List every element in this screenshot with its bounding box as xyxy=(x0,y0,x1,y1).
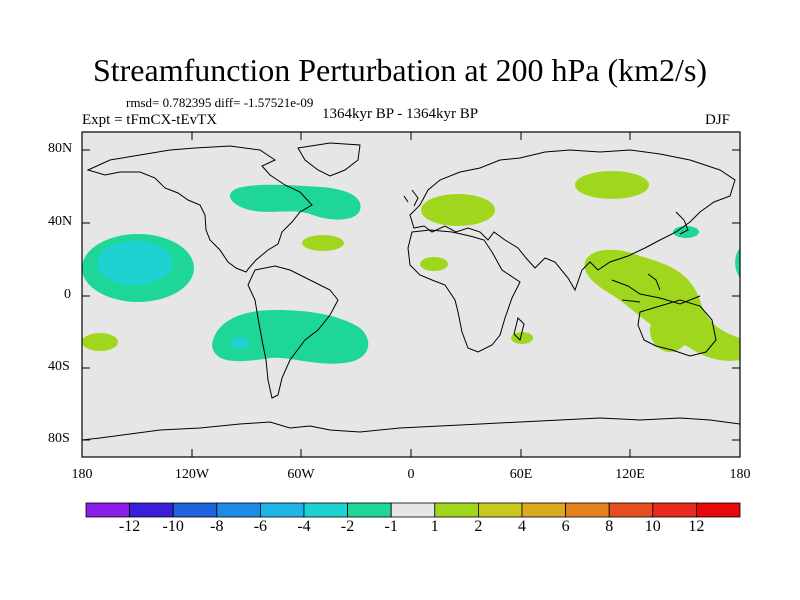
colorbar-box xyxy=(216,502,261,518)
y-tick-label: 0 xyxy=(64,287,71,302)
colorbar-label: -4 xyxy=(297,518,311,535)
colorbar-box xyxy=(172,502,218,518)
season-label: DJF xyxy=(705,112,731,128)
contour-region xyxy=(735,248,740,278)
contour-region xyxy=(231,337,249,349)
colorbar-box xyxy=(303,502,348,518)
coastline-uk xyxy=(403,189,419,207)
y-tick-label: 40N xyxy=(48,214,73,229)
colorbar-box xyxy=(477,502,523,518)
coastline-eurasia xyxy=(409,149,736,292)
colorbar-label: -1 xyxy=(384,518,398,535)
negative-contours xyxy=(82,184,740,364)
coastline-south-america xyxy=(247,265,339,399)
coastline-madagascar xyxy=(513,317,525,341)
colorbar-box xyxy=(434,502,479,518)
y-tick-label: 40S xyxy=(48,359,70,374)
colorbar-box xyxy=(85,502,130,518)
colorbar xyxy=(85,502,741,518)
colorbar-label: 4 xyxy=(518,518,526,535)
period-label: 1364kyr BP - 1364kyr BP xyxy=(322,106,479,122)
contour-region xyxy=(212,310,369,364)
colorbar-box xyxy=(129,502,174,518)
colorbar-box xyxy=(521,502,566,518)
colorbar-label: -2 xyxy=(340,518,355,535)
colorbar-box xyxy=(652,502,697,518)
stats-label: rmsd= 0.782395 diff= -1.57521e-09 xyxy=(126,95,314,110)
contour-region xyxy=(229,184,361,220)
coastline-antarctica xyxy=(81,417,741,441)
colorbar-label: 2 xyxy=(474,518,483,535)
colorbar-label: 8 xyxy=(605,518,614,535)
contour-region xyxy=(97,241,173,285)
x-tick-label: 60E xyxy=(509,467,533,482)
experiment-label: Expt = tFmCX-tEvTX xyxy=(82,112,218,128)
contour-region xyxy=(82,333,118,351)
colorbar-box xyxy=(259,502,305,518)
x-tick-label: 180 xyxy=(71,467,93,482)
contour-region xyxy=(421,194,495,226)
colorbar-box xyxy=(608,502,654,518)
coastlines xyxy=(81,142,741,441)
colorbar-label: -8 xyxy=(210,518,224,535)
y-tick-label: 80N xyxy=(48,141,73,156)
colorbar-box xyxy=(390,502,436,518)
coastline-australia xyxy=(637,299,717,357)
contour-region xyxy=(650,308,690,352)
colorbar-label: 12 xyxy=(688,518,705,535)
coastline-maritime-asia xyxy=(611,273,701,305)
contour-region xyxy=(302,235,344,251)
y-tick-label: 80S xyxy=(48,431,70,446)
colorbar-box xyxy=(696,502,741,518)
axis-ticks xyxy=(82,132,740,457)
coastline-africa xyxy=(407,229,521,353)
x-tick-label: 0 xyxy=(407,467,415,482)
colorbar-box xyxy=(565,502,610,518)
coastline-north-america xyxy=(86,145,313,273)
colorbar-label: 6 xyxy=(561,518,570,535)
coastline-japan xyxy=(675,211,689,235)
x-tick-label: 120E xyxy=(615,467,645,482)
contour-region xyxy=(511,332,533,344)
colorbar-label: 1 xyxy=(430,518,439,535)
contour-region xyxy=(575,171,649,199)
coastline-greenland xyxy=(297,142,361,177)
x-tick-label: 60W xyxy=(287,467,315,482)
contour-region xyxy=(420,257,448,271)
plot-title: Streamfunction Perturbation at 200 hPa (… xyxy=(92,52,708,88)
x-tick-label: 120W xyxy=(174,467,210,482)
colorbar-box xyxy=(347,502,392,518)
colorbar-label: -10 xyxy=(162,518,184,535)
colorbar-label: -12 xyxy=(118,518,141,535)
colorbar-label: -6 xyxy=(253,518,268,535)
contour-region xyxy=(673,226,699,238)
colorbar-label: 10 xyxy=(644,518,661,535)
x-tick-label: 180 xyxy=(729,467,751,482)
